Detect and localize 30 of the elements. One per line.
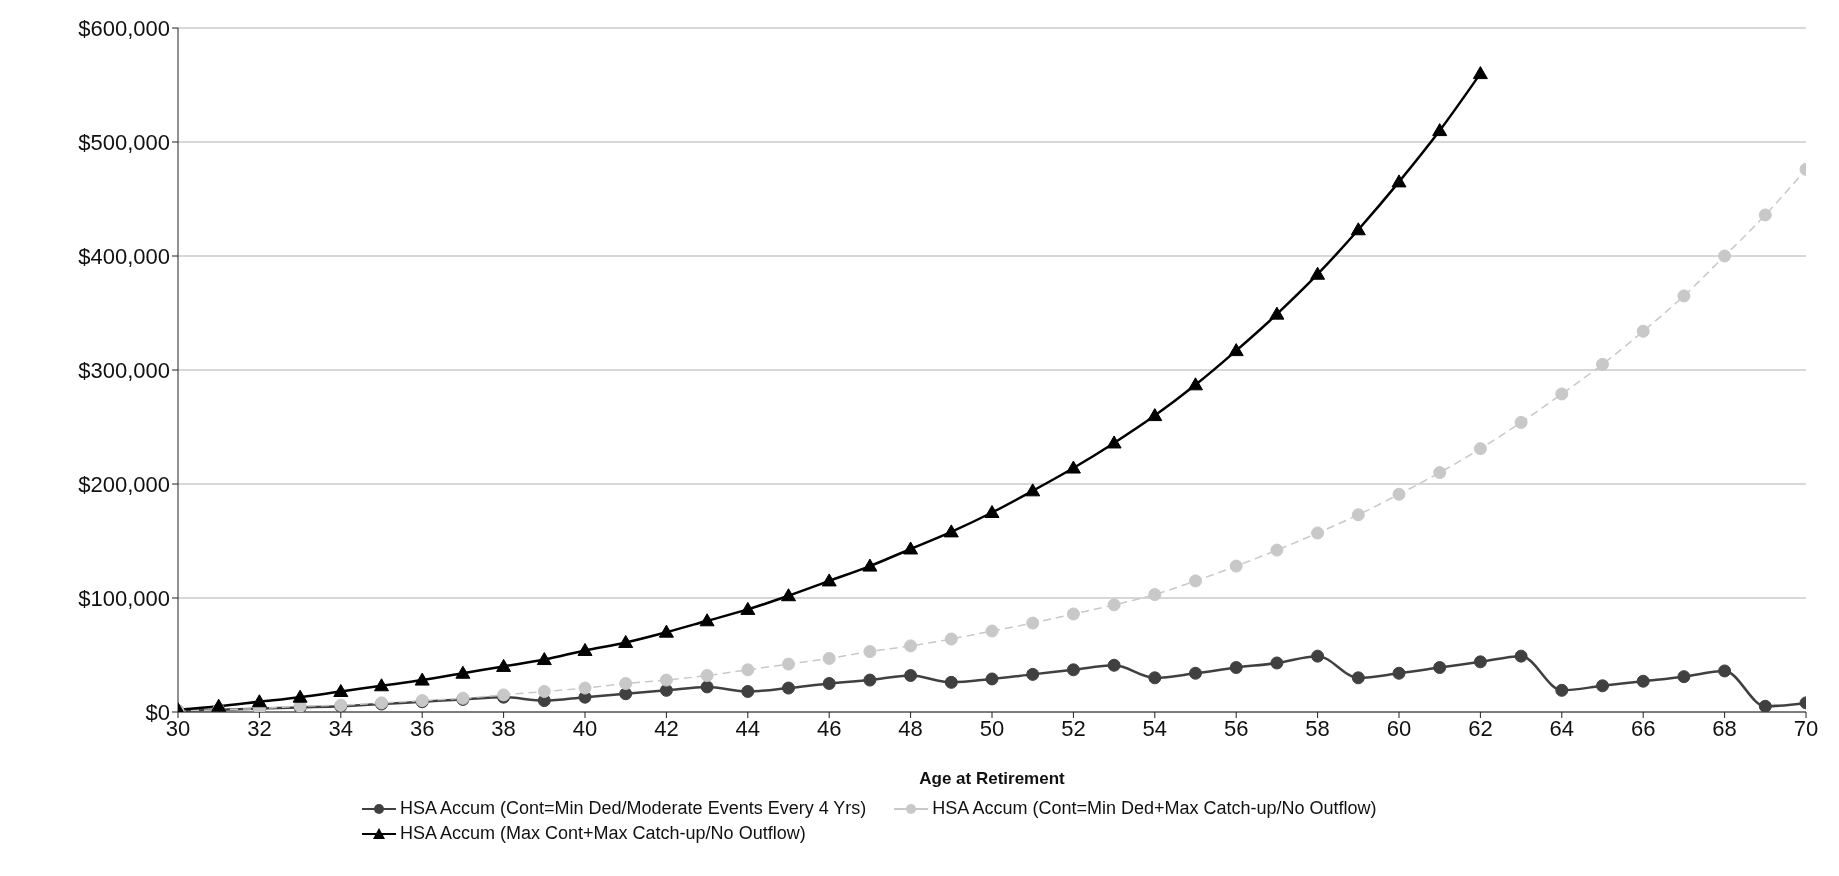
x-tick-label: 64 — [1549, 715, 1575, 741]
legend-label: HSA Accum (Cont=Min Ded/Moderate Events Every 4 Yrs) — [400, 798, 867, 819]
y-tick-label: $300,000 — [78, 357, 170, 383]
x-tick-label: 58 — [1305, 715, 1330, 741]
x-axis-title: Age at Retirement — [919, 769, 1066, 788]
x-tick-label: 46 — [816, 715, 842, 741]
x-tick-label: 56 — [1223, 715, 1249, 741]
y-tick-label: $100,000 — [78, 585, 170, 611]
x-tick-label: 36 — [409, 715, 435, 741]
x-tick-label: 48 — [898, 715, 923, 741]
legend-label: HSA Accum (Cont=Min Ded+Max Catch-up/No Outflow) — [932, 798, 1377, 819]
x-tick-label: 68 — [1712, 715, 1737, 741]
x-tick-label: 38 — [491, 715, 516, 741]
x-tick-label: 34 — [328, 715, 354, 741]
x-tick-label: 42 — [654, 715, 679, 741]
y-tick-label: $600,000 — [78, 15, 170, 41]
x-tick-label: 44 — [735, 715, 761, 741]
x-tick-label: 62 — [1468, 715, 1493, 741]
legend-label: HSA Accum (Max Cont+Max Catch-up/No Outflow) — [400, 823, 806, 844]
x-tick-label: 66 — [1630, 715, 1656, 741]
x-tick-label: 60 — [1386, 715, 1412, 741]
x-tick-label: 40 — [572, 715, 598, 741]
y-tick-label: $500,000 — [78, 129, 170, 155]
y-tick-label: $200,000 — [78, 471, 170, 497]
x-tick-label: 70 — [1793, 715, 1819, 741]
x-tick-label: 32 — [247, 715, 272, 741]
x-tick-label: 54 — [1142, 715, 1168, 741]
x-tick-label: 52 — [1061, 715, 1086, 741]
x-tick-label: 50 — [979, 715, 1005, 741]
y-tick-label: $400,000 — [78, 243, 170, 269]
